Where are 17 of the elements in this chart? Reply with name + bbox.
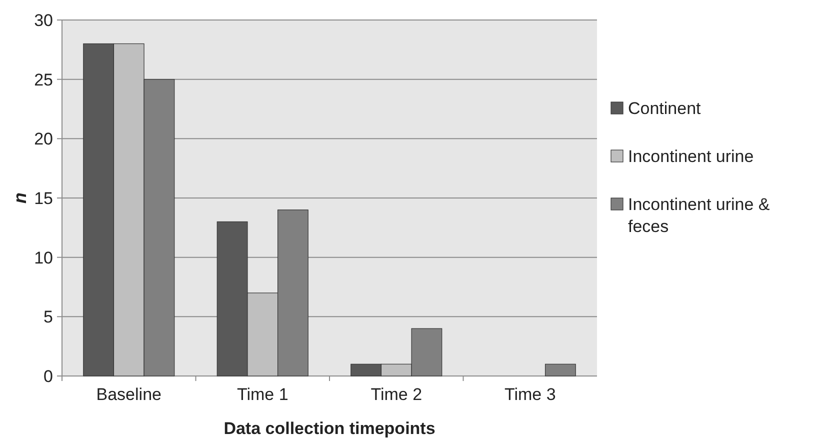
y-tick-label: 25	[34, 70, 53, 90]
y-tick-label: 0	[44, 366, 53, 386]
legend-label: Incontinent urine	[628, 146, 754, 166]
legend-label: Continent	[628, 98, 702, 118]
legend-label: Incontinent urine & feces	[628, 194, 770, 236]
x-tick-label: Time 3	[504, 385, 556, 404]
x-tick-label: Baseline	[96, 385, 162, 404]
x-tick-label: Time 1	[236, 385, 288, 404]
y-tick-label: 20	[34, 130, 53, 149]
x-axis-title: Data collection timepoints	[224, 419, 436, 438]
bar	[544, 364, 576, 376]
y-tick-label: 15	[34, 188, 53, 208]
y-tick-label: 10	[34, 248, 53, 268]
y-tick-label: 30	[34, 10, 53, 30]
y-tick-label: 5	[44, 308, 53, 327]
x-tick-label: Time 2	[370, 385, 422, 404]
y-axis-title: n	[10, 192, 30, 204]
